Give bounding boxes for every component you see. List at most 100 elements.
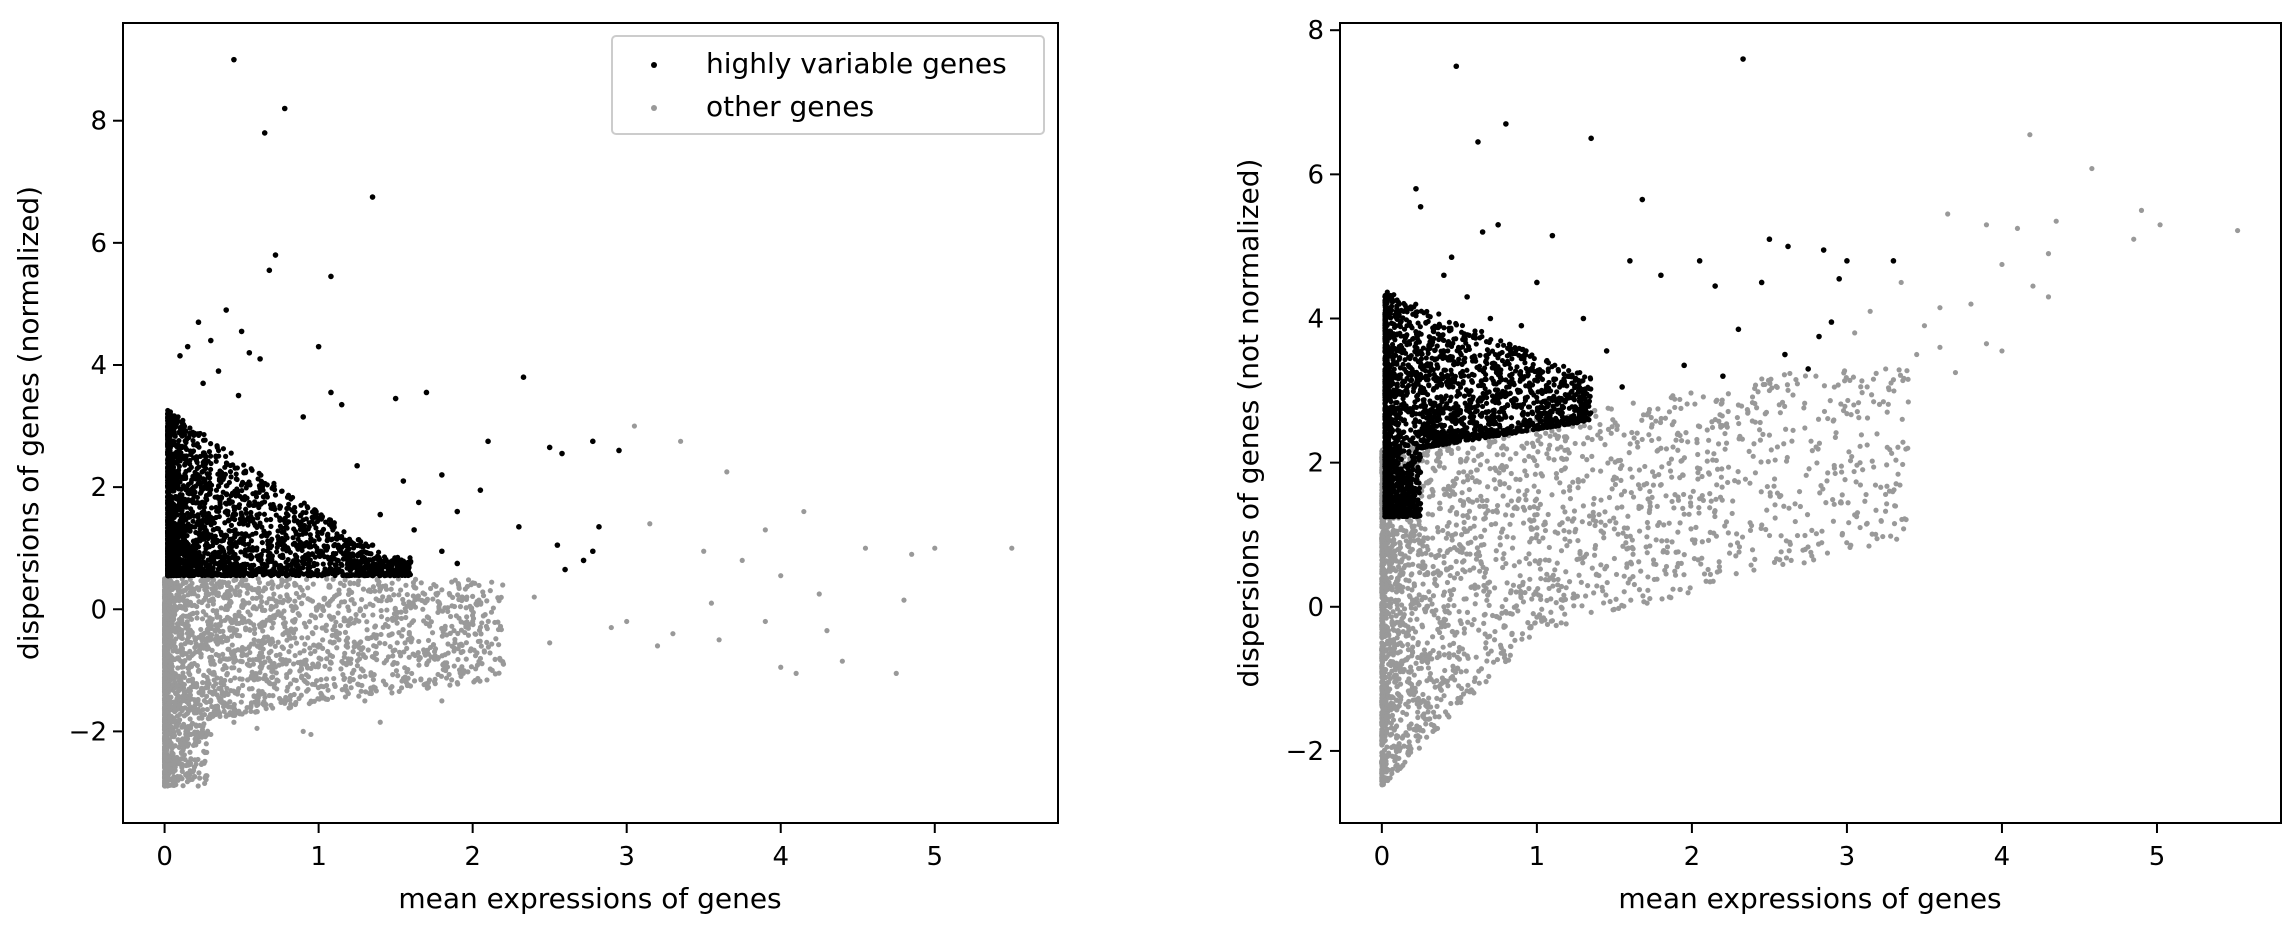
other-gene-point <box>357 606 363 612</box>
other-gene-point <box>174 585 180 591</box>
other-gene-point <box>232 648 238 654</box>
other-gene-point <box>280 631 286 637</box>
hvg-point <box>253 530 259 536</box>
other-gene-point <box>341 599 348 605</box>
hvg-point <box>239 531 245 537</box>
other-gene-point <box>452 636 458 643</box>
other-gene-point <box>166 644 172 650</box>
other-gene-point <box>201 721 207 727</box>
hvg-point <box>250 567 256 573</box>
other-gene-point <box>208 731 214 738</box>
other-gene-point <box>402 640 408 646</box>
other-gene-point <box>174 674 180 680</box>
other-gene-point <box>302 641 308 647</box>
hvg-point <box>356 572 363 578</box>
other-gene-point <box>187 749 193 755</box>
other-gene-point <box>322 663 328 669</box>
other-gene-point <box>259 599 265 605</box>
other-gene-point <box>267 614 273 620</box>
other-gene-point <box>255 702 261 708</box>
other-gene-point <box>1009 545 1015 551</box>
hvg-point <box>227 528 233 534</box>
hvg-point <box>197 504 203 510</box>
other-gene-point <box>449 677 455 683</box>
hvg-point <box>264 533 270 539</box>
hvg-point <box>255 476 261 482</box>
hvg-point <box>182 444 188 450</box>
other-gene-point <box>163 748 169 755</box>
hvg-point <box>179 433 186 439</box>
other-gene-point <box>392 647 398 653</box>
other-gene-point <box>236 667 242 673</box>
other-gene-point <box>420 598 427 604</box>
other-gene-point <box>362 698 368 704</box>
other-gene-point <box>231 719 237 725</box>
hvg-point <box>216 513 222 520</box>
other-gene-point <box>500 661 507 667</box>
other-gene-point <box>390 653 396 659</box>
other-gene-point <box>463 640 469 646</box>
hvg-point <box>242 547 249 553</box>
other-gene-point <box>180 652 186 658</box>
other-gene-point <box>229 633 235 639</box>
hvg-point <box>228 450 234 456</box>
hvg-point <box>174 529 180 535</box>
hvg-point <box>297 539 304 545</box>
other-gene-point <box>225 646 231 652</box>
hvg-point <box>213 487 220 493</box>
other-gene-point <box>389 690 395 696</box>
hvg-point <box>168 569 174 575</box>
hvg-point <box>206 449 213 455</box>
other-gene-point <box>433 591 439 597</box>
other-gene-point <box>236 685 242 692</box>
other-gene-point <box>304 688 310 694</box>
hvg-point <box>309 518 315 525</box>
other-gene-point <box>472 677 478 684</box>
other-gene-point <box>269 579 275 585</box>
other-gene-point <box>361 612 367 619</box>
hvg-point <box>387 561 393 568</box>
other-gene-point <box>299 666 305 672</box>
other-gene-point <box>480 613 486 619</box>
hvg-point <box>166 435 172 441</box>
other-gene-point <box>162 597 168 603</box>
other-gene-point <box>475 638 481 645</box>
other-gene-point <box>410 618 417 624</box>
hvg-point <box>376 566 382 572</box>
other-gene-point <box>208 698 214 705</box>
hvg-point <box>369 565 375 571</box>
other-gene-point <box>388 632 394 638</box>
other-gene-point <box>291 619 297 625</box>
hvg-point <box>207 490 213 496</box>
hvg-point <box>263 491 269 497</box>
other-gene-point <box>293 640 300 646</box>
other-gene-point <box>432 656 438 662</box>
other-gene-point <box>301 677 307 683</box>
hvg-point <box>375 549 382 555</box>
hvg-point <box>339 533 345 540</box>
other-gene-point <box>225 637 231 643</box>
other-gene-point <box>382 583 389 589</box>
other-gene-point <box>380 594 386 600</box>
other-gene-point <box>487 588 493 594</box>
other-gene-point <box>168 660 174 666</box>
other-gene-point <box>793 670 799 676</box>
other-gene-point <box>377 719 383 725</box>
other-gene-point <box>162 608 168 614</box>
other-gene-point <box>161 712 168 718</box>
other-gene-point <box>239 692 245 699</box>
hvg-point <box>171 495 177 501</box>
other-gene-point <box>353 617 359 623</box>
hvg-point <box>357 550 363 556</box>
other-gene-point <box>431 678 438 685</box>
hvg-point <box>178 560 184 566</box>
other-gene-point <box>319 645 326 651</box>
hvg-point <box>243 506 249 512</box>
other-gene-point <box>214 705 221 711</box>
other-gene-point <box>232 675 238 681</box>
hvg-point <box>212 572 218 578</box>
other-gene-point <box>400 627 406 633</box>
other-gene-point <box>395 673 401 679</box>
other-gene-point <box>370 602 376 609</box>
